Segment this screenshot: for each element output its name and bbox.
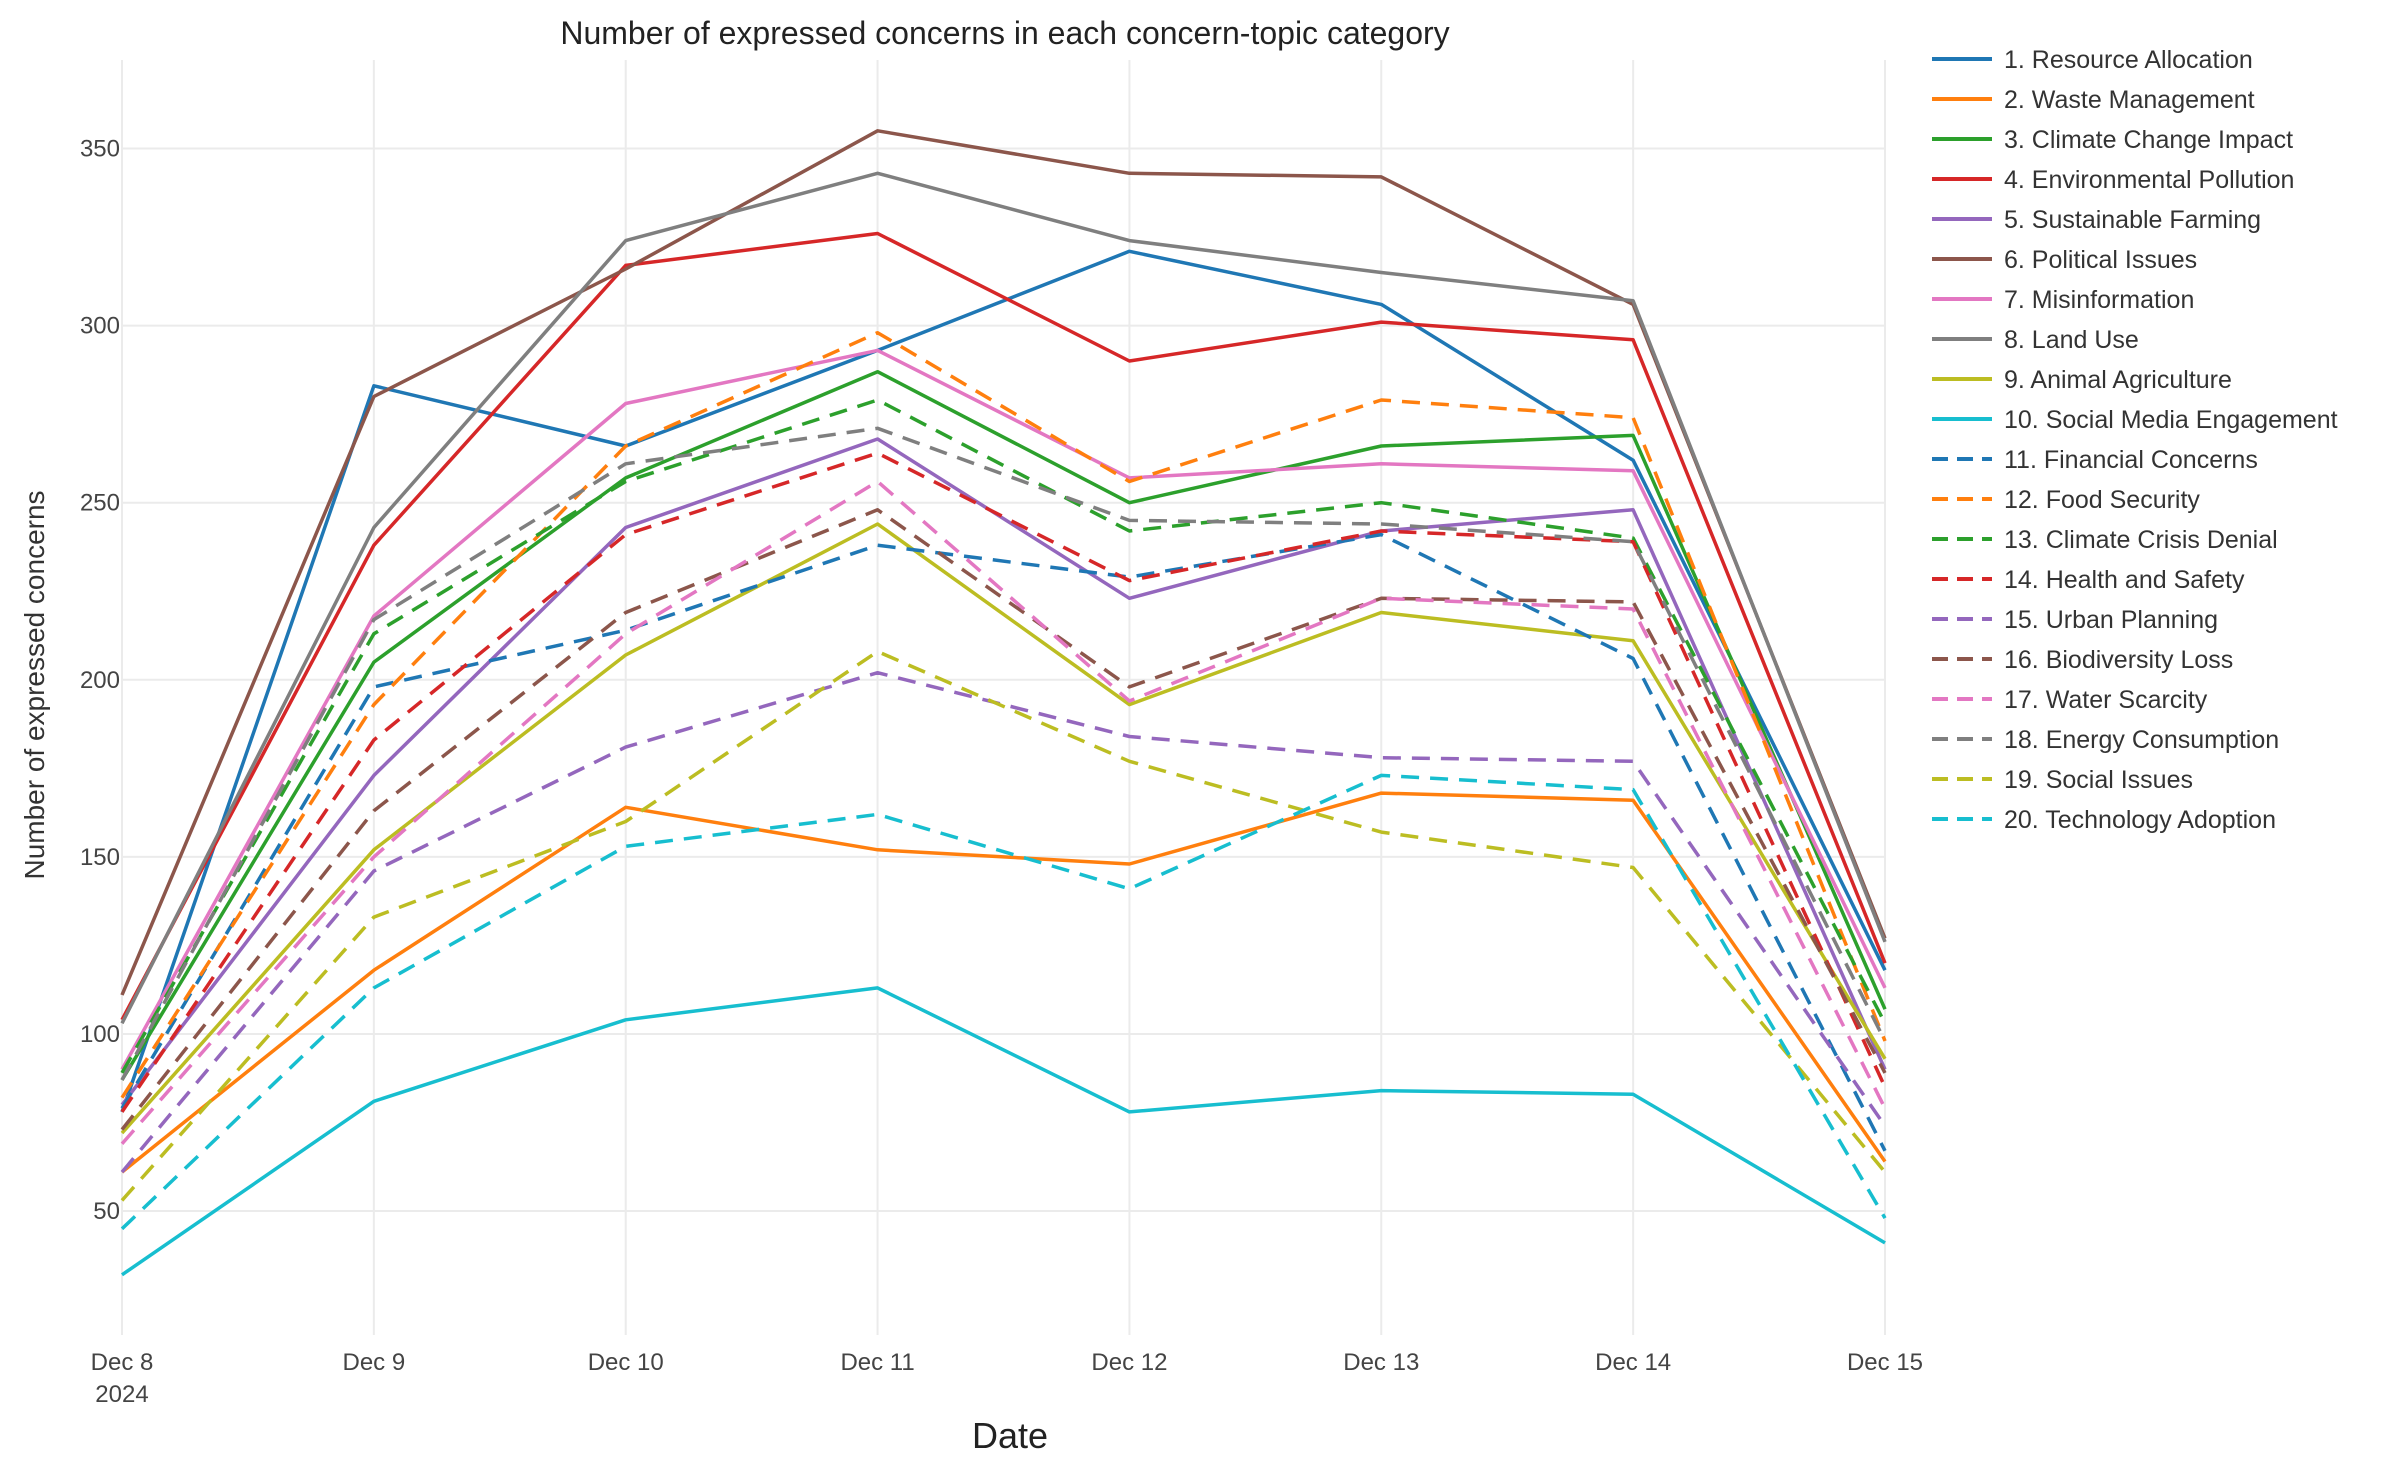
legend-item-label: 6. Political Issues [2004,246,2197,274]
y-tick-label: 200 [80,667,120,694]
legend-item-label: 15. Urban Planning [2004,606,2218,634]
series-line-1 [120,249,1887,1113]
y-tick-label: 150 [80,844,120,871]
series-line-11 [120,532,1887,1152]
legend-item-label: 9. Animal Agriculture [2004,366,2232,394]
series-line-18 [120,426,1887,1081]
x-tick-label: Dec 14 [1595,1349,1671,1376]
legend-item-label: 10. Social Media Engagement [2004,406,2338,434]
y-axis-title: Number of expressed concerns [19,490,50,879]
legend-item-label: 5. Sustainable Farming [2004,206,2261,234]
series-line-7 [120,348,1887,1071]
y-tick-label: 250 [80,490,120,517]
legend-item-label: 19. Social Issues [2004,766,2193,794]
legend-item-label: 20. Technology Adoption [2004,806,2276,834]
series-line-5 [120,437,1887,1106]
series-line-17 [120,479,1887,1145]
legend: 1. Resource Allocation 2. Waste Managemen… [1932,46,2338,834]
legend-item-label: 14. Health and Safety [2004,566,2245,594]
legend-item-label: 12. Food Security [2004,486,2200,514]
y-axis-ticks: 50 100 150 200 250 300 350 [80,136,120,1225]
legend-item-label: 7. Misinformation [2004,286,2194,314]
chart-title: Number of expressed concerns in each con… [560,15,1449,51]
series-line-3 [120,369,1887,1081]
series-line-19 [120,649,1887,1202]
series-line-14 [120,451,1887,1113]
series-line-20 [120,773,1887,1231]
x-tick-label: Dec 13 [1343,1349,1419,1376]
legend-item-label: 17. Water Scarcity [2004,686,2208,714]
y-tick-label: 300 [80,313,120,340]
x-tick-label: Dec 8 [91,1349,154,1376]
x-tick-label: Dec 11 [840,1349,914,1376]
y-tick-label: 100 [80,1021,120,1048]
legend-item-label: 8. Land Use [2004,326,2139,354]
series-line-15 [120,670,1887,1174]
x-axis-year-label: 2024 [95,1381,148,1408]
legend-item-label: 3. Climate Change Impact [2004,126,2293,154]
x-axis-title: Date [972,1415,1048,1456]
x-tick-label: Dec 9 [343,1349,406,1376]
series-line-13 [120,398,1887,1074]
series-line-6 [120,129,1887,996]
x-tick-label: Dec 12 [1091,1349,1167,1376]
series-lines [120,129,1887,1277]
series-line-8 [120,171,1887,1025]
x-tick-label: Dec 15 [1847,1349,1923,1376]
legend-item-label: 16. Biodiversity Loss [2004,646,2233,674]
x-axis-ticks: Dec 8 Dec 9 Dec 10 Dec 11 Dec 12 Dec 13 Dec 14… [91,1349,1923,1376]
legend-item-label: 13. Climate Crisis Denial [2004,526,2278,554]
series-line-12 [120,330,1887,1099]
series-line-9 [120,522,1887,1135]
series-line-4 [120,231,1887,1021]
grid-lines [121,60,1886,1335]
y-tick-label: 350 [80,136,120,163]
legend-item-label: 18. Energy Consumption [2004,726,2279,754]
y-tick-label: 50 [93,1198,120,1225]
legend-item-label: 11. Financial Concerns [2004,446,2258,474]
series-line-2 [120,791,1887,1174]
series-line-16 [120,508,1887,1131]
legend-item-label: 4. Environmental Pollution [2004,166,2294,194]
series-line-10 [121,986,1886,1277]
legend-item-label: 2. Waste Management [2004,86,2255,114]
legend-item-label: 1. Resource Allocation [2004,46,2253,74]
x-tick-label: Dec 10 [588,1349,664,1376]
